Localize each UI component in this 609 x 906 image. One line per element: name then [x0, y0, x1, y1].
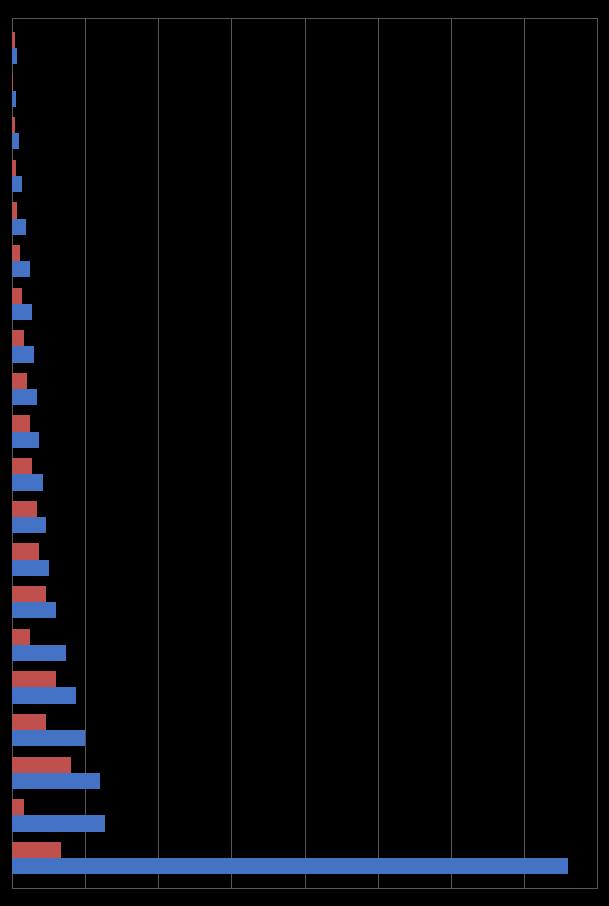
- Bar: [12, 74, 13, 91]
- Bar: [12, 517, 46, 533]
- Bar: [12, 330, 24, 346]
- Bar: [12, 757, 71, 773]
- Bar: [12, 671, 56, 688]
- Bar: [12, 586, 46, 602]
- Bar: [12, 773, 100, 789]
- Bar: [12, 602, 56, 619]
- Bar: [12, 416, 30, 431]
- Bar: [12, 287, 22, 304]
- Bar: [12, 431, 40, 448]
- Bar: [12, 133, 19, 149]
- Bar: [12, 245, 20, 261]
- Bar: [12, 475, 43, 490]
- Bar: [12, 159, 16, 176]
- Bar: [12, 32, 15, 48]
- Bar: [12, 501, 37, 517]
- Bar: [12, 389, 37, 405]
- Bar: [12, 544, 40, 560]
- Bar: [12, 48, 17, 64]
- Bar: [12, 629, 30, 645]
- Bar: [12, 202, 17, 218]
- Bar: [12, 346, 33, 362]
- Bar: [12, 858, 568, 874]
- Bar: [12, 688, 76, 704]
- Bar: [12, 560, 49, 576]
- Bar: [12, 842, 61, 858]
- Bar: [12, 458, 32, 475]
- Bar: [12, 815, 105, 832]
- Bar: [12, 799, 24, 815]
- Bar: [12, 645, 66, 661]
- Bar: [12, 218, 26, 235]
- Bar: [12, 730, 85, 747]
- Bar: [12, 176, 22, 192]
- Bar: [12, 714, 46, 730]
- Bar: [12, 373, 27, 389]
- Bar: [12, 304, 32, 320]
- Bar: [12, 261, 30, 277]
- Bar: [12, 117, 15, 133]
- Bar: [12, 91, 16, 107]
